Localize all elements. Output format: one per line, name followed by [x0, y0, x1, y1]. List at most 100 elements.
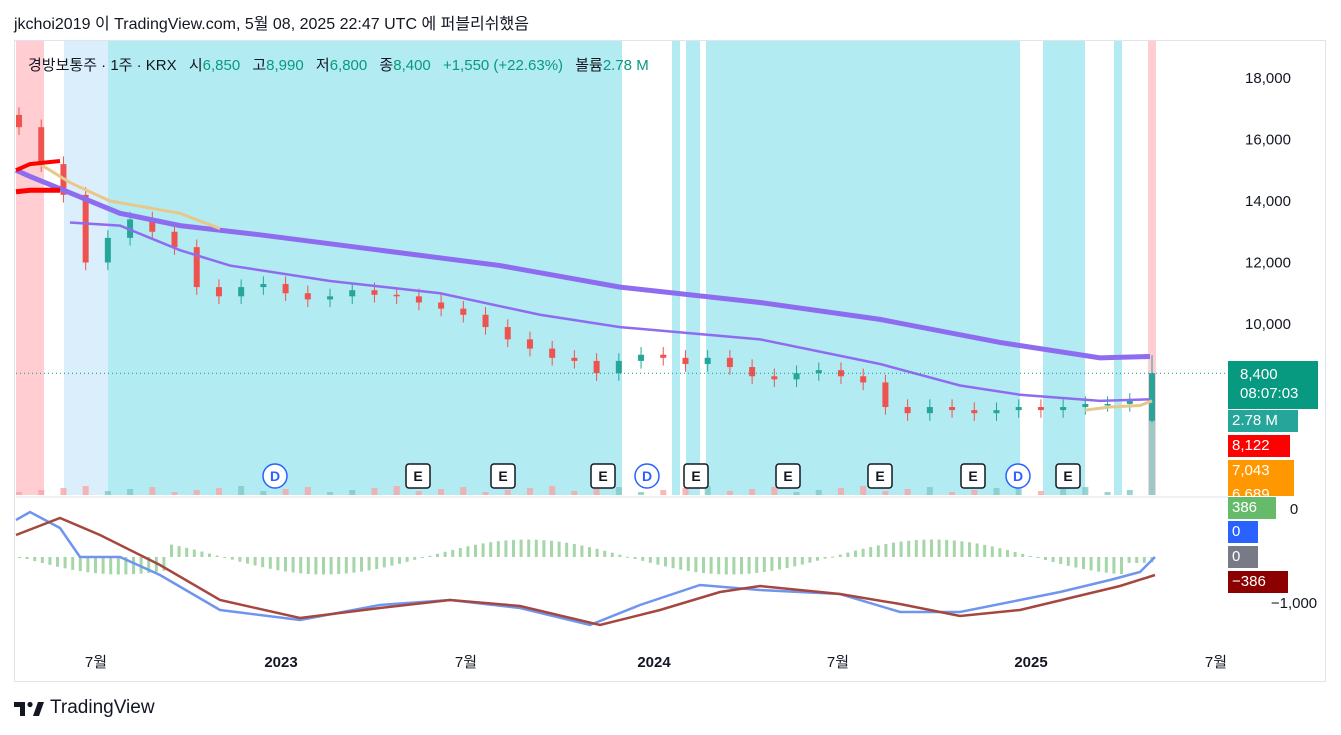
- histogram-bar: [717, 557, 721, 575]
- histogram-bar: [557, 541, 561, 557]
- close-value: 8,400: [393, 57, 431, 74]
- price-axis-label: 12,000: [1245, 255, 1291, 272]
- countdown: 08:07:03: [1240, 385, 1299, 402]
- symbol-legend: 경방보통주 · 1주 · KRX 시6,850 고8,990 저6,800 종8…: [28, 54, 649, 75]
- earnings-label: E: [875, 468, 884, 484]
- candle-body: [149, 219, 156, 232]
- histogram-bar: [1028, 555, 1032, 557]
- histogram-bar: [238, 557, 242, 562]
- histogram-bar: [276, 557, 280, 571]
- histogram-bar: [854, 550, 857, 557]
- volume-bar: [904, 489, 911, 495]
- publish-header: jkchoi2019 이 TradingView.com, 5월 08, 202…: [14, 16, 529, 33]
- time-axis-label: 2024: [637, 654, 671, 671]
- dividend-circle: [634, 463, 660, 489]
- volume-bar: [104, 491, 111, 495]
- candle-body: [193, 247, 200, 288]
- histogram-bar: [656, 557, 660, 565]
- histogram-bar: [975, 543, 979, 557]
- histogram-bar: [71, 557, 75, 570]
- histogram-bar: [458, 548, 462, 557]
- histogram-bar: [436, 553, 439, 557]
- candle-body: [749, 367, 756, 377]
- histogram-bar: [618, 554, 622, 557]
- histogram-bar: [1142, 557, 1146, 563]
- macd-line: [15, 510, 1156, 627]
- histogram-bar: [838, 554, 842, 557]
- candle-body: [1082, 403, 1089, 408]
- candle-body: [104, 237, 111, 263]
- candle-body: [304, 293, 311, 300]
- histogram-bar: [793, 557, 797, 567]
- volume-bar: [460, 487, 467, 495]
- histogram-bar: [1013, 551, 1017, 557]
- ma-red-line: [15, 187, 60, 195]
- candle-body: [460, 308, 467, 315]
- earnings-label: E: [691, 468, 700, 484]
- candle-body: [1104, 403, 1111, 406]
- histogram-bar: [56, 557, 59, 567]
- candle-body: [415, 296, 422, 303]
- candle-body: [860, 376, 867, 383]
- histogram-bar: [899, 541, 903, 557]
- histogram-bar: [907, 540, 911, 557]
- volume-bar: [438, 489, 445, 495]
- histogram-bar: [542, 540, 546, 557]
- time-axis-label: 7월: [1205, 654, 1227, 671]
- volume-bar: [1149, 415, 1155, 495]
- tradingview-logo[interactable]: TradingView: [14, 697, 155, 719]
- signal-line: [15, 516, 1156, 627]
- histogram-bar: [876, 545, 880, 557]
- volume-bar: [860, 486, 867, 495]
- histogram-bar: [519, 539, 523, 557]
- volume-bar: [1126, 490, 1133, 495]
- earnings-box: [590, 463, 616, 489]
- histogram-bar: [550, 540, 553, 557]
- volume-bars: [16, 415, 1155, 495]
- histogram-bar: [914, 540, 918, 557]
- histogram-bar: [892, 542, 895, 557]
- moving-averages: [14, 159, 1230, 412]
- histogram-bar: [664, 557, 667, 567]
- histogram-bar: [428, 555, 432, 557]
- volume-bar: [638, 492, 645, 495]
- earnings-label: E: [968, 468, 977, 484]
- histogram-bar: [116, 557, 120, 575]
- dividend-marker: D: [1005, 463, 1031, 489]
- bg-zone-7: [1114, 41, 1122, 495]
- low-value: 6,800: [329, 57, 368, 74]
- dividend-label: D: [270, 468, 280, 484]
- candle-body: [371, 290, 378, 295]
- histogram-bar: [382, 557, 386, 568]
- background-zones: [16, 41, 1156, 495]
- histogram-bar: [1036, 557, 1040, 558]
- volume-bar: [1104, 492, 1111, 495]
- histogram-bar: [633, 557, 637, 559]
- histogram-bar: [496, 541, 500, 557]
- candle-body: [1037, 407, 1044, 411]
- histogram-bar: [930, 539, 933, 557]
- price-axis-label: 18,000: [1245, 70, 1291, 87]
- high-value: 8,990: [266, 57, 304, 74]
- volume-bar: [571, 491, 578, 495]
- candle-body: [16, 114, 22, 128]
- histogram-bar: [405, 557, 409, 562]
- earnings-marker: E: [775, 463, 801, 489]
- histogram-bar: [724, 557, 728, 575]
- histogram-bar: [200, 551, 204, 557]
- histogram-bar: [603, 550, 607, 557]
- histogram-bar: [466, 546, 470, 557]
- histogram-bar: [78, 557, 82, 572]
- osc-darkred-tag: −386: [1228, 571, 1288, 593]
- histogram-bar: [86, 557, 90, 573]
- histogram-bar: [983, 544, 987, 557]
- histogram-bar: [390, 557, 394, 566]
- earnings-box: [490, 463, 516, 489]
- candle-body: [1060, 407, 1067, 411]
- histogram-bar: [1135, 557, 1139, 563]
- histogram-bar: [694, 557, 698, 573]
- volume-bar: [926, 487, 933, 495]
- volume-bar: [38, 490, 45, 495]
